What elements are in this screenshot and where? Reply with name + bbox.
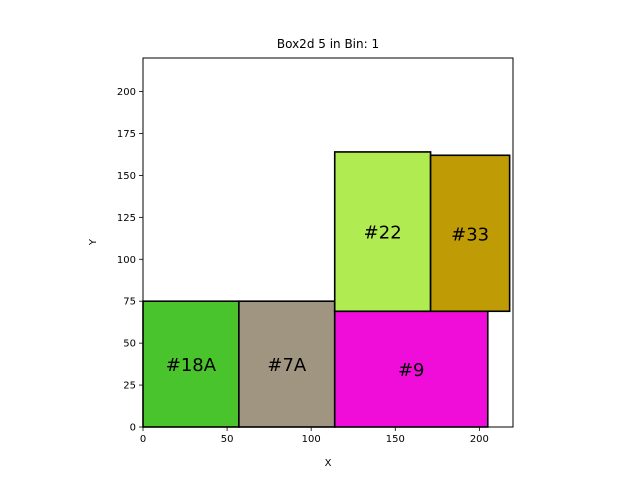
box-label: #7A [267, 355, 307, 376]
x-tick-label: 0 [140, 434, 146, 445]
x-axis-ticks: 0 50 100 150 200 [140, 427, 489, 445]
y-tick-label: 150 [117, 171, 136, 182]
y-tick-label: 200 [117, 87, 136, 98]
box-rect [429, 154, 511, 313]
box-label: #33 [451, 224, 489, 245]
box-label: #18A [166, 355, 217, 376]
x-tick-label: 100 [302, 434, 321, 445]
y-tick-label: 0 [130, 423, 136, 434]
y-tick-label: 75 [123, 297, 136, 308]
x-tick-label: 200 [470, 434, 489, 445]
box-label: #22 [364, 223, 402, 244]
y-tick-label: 100 [117, 255, 136, 266]
chart-title: Box2d 5 in Bin: 1 [277, 37, 379, 51]
boxes-group: #18A #7A #9 #22 #33 [142, 151, 511, 428]
x-tick-label: 150 [386, 434, 405, 445]
plot-border [142, 57, 514, 428]
x-axis-label: X [325, 458, 332, 469]
box-rect [142, 300, 240, 428]
x-tick-label: 50 [221, 434, 234, 445]
y-tick-label: 125 [117, 213, 136, 224]
box-label: #9 [398, 360, 425, 381]
y-axis-label: Y [88, 238, 99, 246]
y-tick-label: 175 [117, 129, 136, 140]
box-rect [333, 310, 489, 428]
y-tick-label: 25 [123, 381, 136, 392]
y-axis-ticks: 0 25 50 75 100 125 150 175 200 [117, 87, 143, 434]
y-tick-label: 50 [123, 339, 136, 350]
